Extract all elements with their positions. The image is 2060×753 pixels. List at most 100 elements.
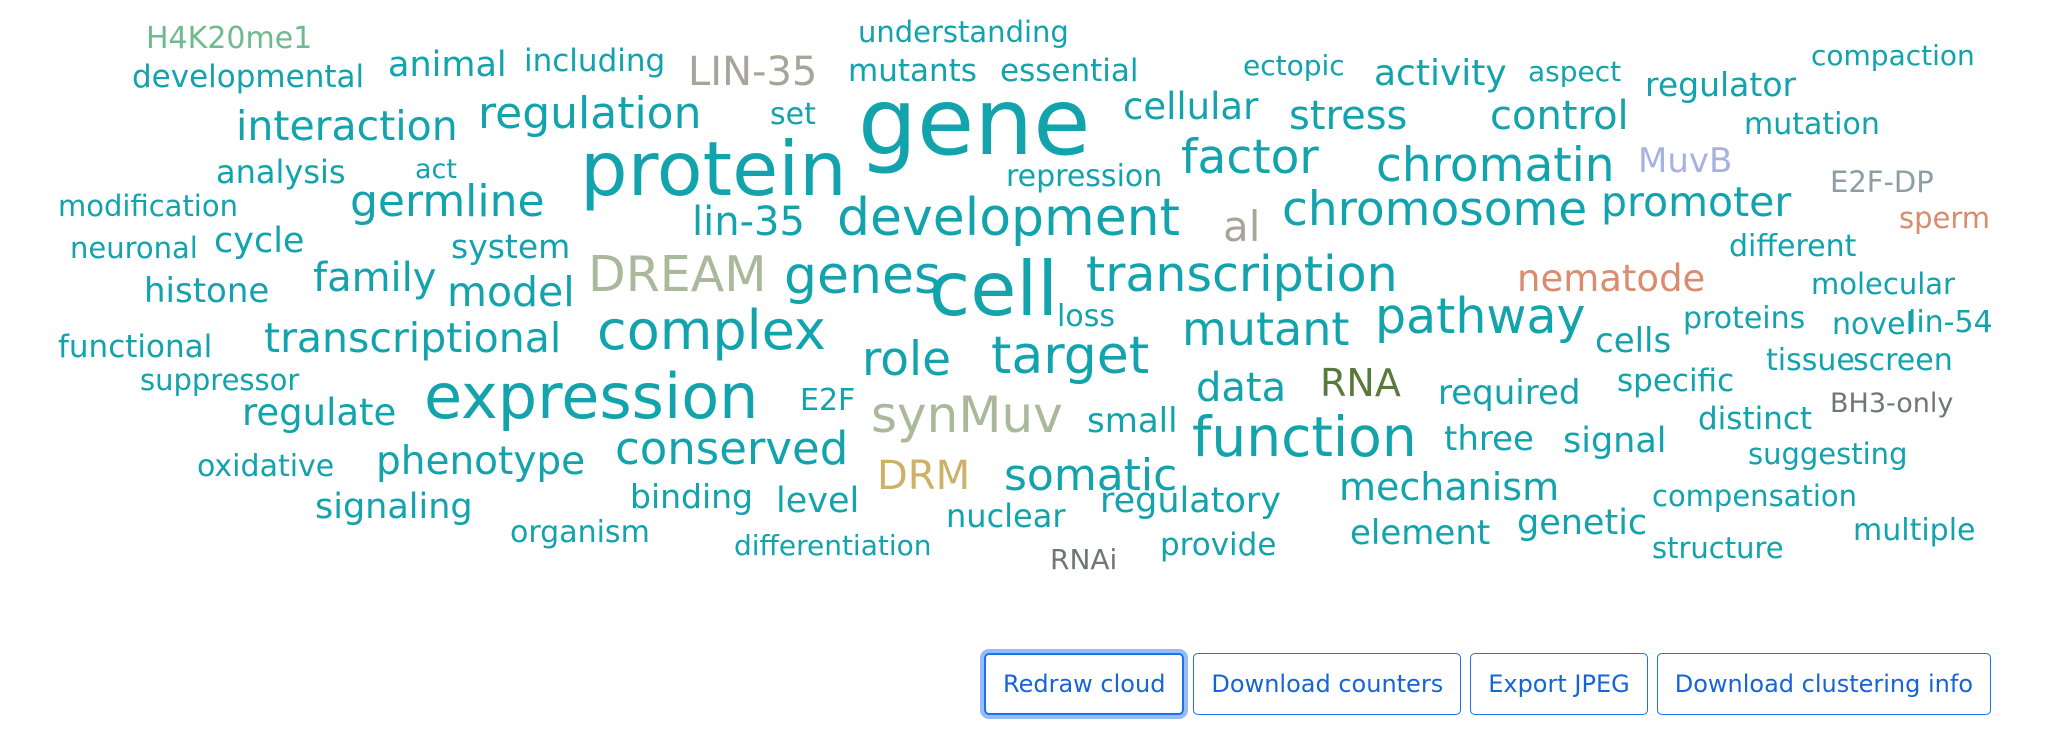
cloud-word: al — [1223, 202, 1261, 251]
cloud-word: element — [1350, 513, 1491, 553]
cloud-word: promoter — [1601, 178, 1792, 226]
cloud-word: transcription — [1086, 246, 1398, 303]
cloud-word: DREAM — [588, 246, 767, 303]
cloud-word: factor — [1181, 130, 1319, 185]
cloud-word: novel — [1832, 307, 1914, 342]
cloud-word: screen — [1853, 343, 1953, 378]
cloud-word: multiple — [1853, 513, 1976, 548]
cloud-word: DRM — [877, 453, 971, 499]
cloud-word: suppressor — [140, 363, 300, 397]
cloud-word: aspect — [1528, 55, 1622, 88]
cloud-word: development — [837, 188, 1181, 248]
cloud-word: BH3-only — [1830, 388, 1954, 419]
cloud-word: organism — [510, 515, 650, 550]
redraw-cloud-button[interactable]: Redraw cloud — [984, 653, 1185, 715]
cloud-word: germline — [350, 176, 545, 227]
cloud-word: cell — [929, 245, 1059, 333]
cloud-word: level — [776, 481, 860, 521]
cloud-word: control — [1490, 93, 1629, 139]
cloud-word: target — [991, 326, 1150, 386]
cloud-word: regulatory — [1100, 481, 1281, 521]
cloud-word: analysis — [216, 153, 346, 191]
cloud-word: mutants — [848, 53, 977, 89]
cloud-word: function — [1192, 405, 1417, 469]
cloud-word: animal — [388, 45, 507, 85]
cloud-word: mechanism — [1339, 465, 1560, 509]
cloud-word: specific — [1617, 363, 1735, 399]
cloud-word: interaction — [236, 102, 458, 150]
cloud-word: modification — [58, 189, 238, 223]
cloud-word: chromatin — [1376, 138, 1615, 193]
word-cloud: H4K20me1 understanding compaction developme… — [58, 15, 1993, 576]
download-counters-button[interactable]: Download counters — [1193, 653, 1462, 715]
cloud-word: understanding — [858, 15, 1069, 49]
cloud-toolbar: Redraw cloud Download counters Export JP… — [984, 652, 1992, 716]
cloud-word: proteins — [1683, 301, 1806, 336]
cloud-word: developmental — [132, 59, 365, 95]
cloud-word: RNAi — [1050, 543, 1118, 576]
cloud-word: E2F-DP — [1830, 165, 1934, 199]
cloud-word: transcriptional — [264, 314, 562, 362]
cloud-word: regulation — [478, 88, 702, 139]
cloud-word: conserved — [615, 422, 849, 475]
cloud-word: provide — [1160, 527, 1277, 563]
cloud-word: RNA — [1320, 361, 1401, 405]
cloud-word: chromosome — [1282, 182, 1588, 237]
cloud-word: set — [770, 97, 816, 132]
cloud-word: protein — [580, 125, 847, 213]
cloud-word: somatic — [1004, 450, 1178, 501]
cloud-word: regulator — [1645, 65, 1797, 104]
cloud-word: compensation — [1652, 479, 1857, 513]
cloud-word: loss — [1057, 299, 1115, 334]
cloud-word: neuronal — [70, 231, 198, 265]
cloud-word: pathway — [1375, 288, 1586, 345]
cloud-word: nuclear — [946, 497, 1066, 535]
cloud-word: mutant — [1182, 302, 1350, 356]
cloud-word: LIN-35 — [688, 49, 818, 95]
cloud-word: act — [415, 154, 457, 185]
cloud-word: cellular — [1123, 85, 1259, 128]
cloud-word: E2F — [800, 383, 856, 418]
cloud-word: genetic — [1517, 503, 1648, 543]
cloud-word: mutation — [1744, 107, 1880, 142]
cloud-word: activity — [1374, 53, 1507, 94]
cloud-word: tissue — [1766, 343, 1855, 378]
cloud-word: regulate — [242, 391, 397, 434]
cloud-word: suggesting — [1748, 437, 1908, 471]
cloud-word: compaction — [1811, 39, 1975, 72]
cloud-word: oxidative — [197, 449, 335, 484]
cloud-word: system — [451, 227, 571, 266]
cloud-word: cycle — [214, 221, 305, 261]
cloud-word: family — [313, 255, 437, 301]
cloud-word: differentiation — [734, 529, 932, 562]
cloud-word: different — [1729, 229, 1857, 264]
cloud-word: data — [1196, 365, 1287, 411]
cloud-word: genes — [784, 246, 942, 306]
cloud-word: gene — [858, 68, 1091, 176]
cloud-word: repression — [1006, 159, 1163, 194]
cloud-word: lin-35 — [692, 199, 805, 245]
cloud-word: including — [524, 43, 666, 79]
cloud-word: phenotype — [376, 439, 586, 484]
cloud-word: cells — [1595, 321, 1672, 361]
cloud-word: binding — [630, 477, 754, 516]
cloud-word: stress — [1289, 93, 1408, 139]
cloud-word: MuvB — [1638, 141, 1733, 181]
cloud-word: complex — [597, 299, 826, 362]
cloud-word: nematode — [1517, 257, 1706, 300]
cloud-word: signal — [1563, 421, 1667, 461]
export-jpeg-button[interactable]: Export JPEG — [1470, 653, 1648, 715]
download-clustering-info-button[interactable]: Download clustering info — [1656, 653, 1992, 715]
cloud-word: essential — [1000, 53, 1139, 89]
cloud-word: lin-54 — [1908, 305, 1993, 340]
cloud-word: sperm — [1899, 201, 1991, 235]
cloud-word: required — [1438, 373, 1581, 413]
cloud-word: model — [447, 268, 575, 316]
cloud-word: histone — [144, 271, 270, 311]
cloud-word: role — [862, 332, 952, 387]
cloud-word: functional — [58, 329, 213, 365]
cloud-word: expression — [424, 360, 759, 433]
cloud-word: synMuv — [871, 386, 1063, 444]
cloud-word: three — [1444, 419, 1534, 459]
cloud-word: ectopic — [1243, 49, 1345, 82]
